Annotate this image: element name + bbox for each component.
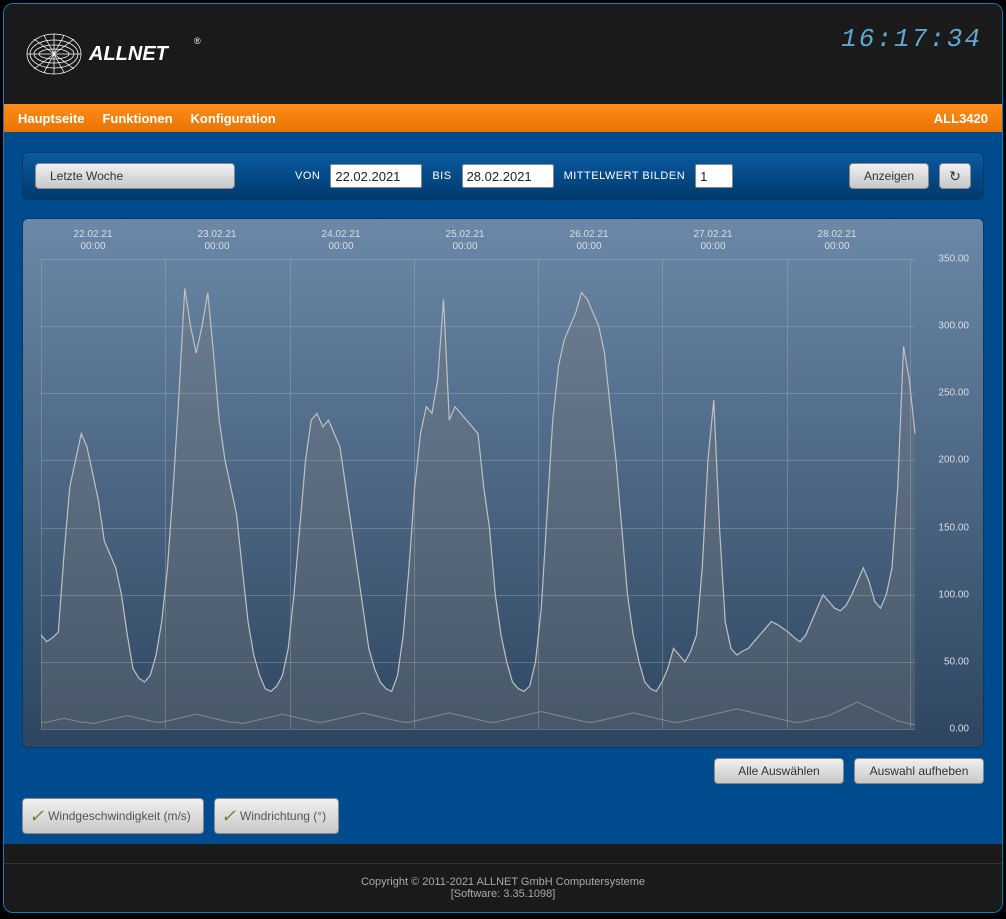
- nav-hauptseite[interactable]: Hauptseite: [18, 111, 84, 126]
- footer: Copyright © 2011-2021 ALLNET GmbH Comput…: [4, 863, 1002, 912]
- x-axis-label: 27.02.2100:00: [651, 229, 775, 259]
- y-axis-label: 350.00: [938, 254, 969, 265]
- from-label: VON: [295, 170, 320, 182]
- show-button[interactable]: Anzeigen: [849, 163, 929, 189]
- y-axis-label: 150.00: [938, 522, 969, 533]
- nav-funktionen[interactable]: Funktionen: [102, 111, 172, 126]
- brand-text: ALLNET: [88, 43, 170, 65]
- average-label: MITTELWERT BILDEN: [564, 170, 686, 182]
- x-axis-label: 28.02.2100:00: [775, 229, 899, 259]
- average-input[interactable]: [695, 164, 733, 188]
- navbar: Hauptseite Funktionen Konfiguration ALL3…: [4, 104, 1002, 132]
- y-axis-label: 0.00: [950, 724, 969, 735]
- selection-row: Alle Auswählen Auswahl aufheben: [22, 758, 984, 784]
- chart-plot-area: 0.0050.00100.00150.00200.00250.00300.003…: [41, 259, 915, 729]
- select-all-button[interactable]: Alle Auswählen: [714, 758, 844, 784]
- legend-label: Windrichtung (°): [240, 809, 326, 823]
- chart-svg: [41, 259, 915, 729]
- x-axis-label: 25.02.2100:00: [403, 229, 527, 259]
- x-axis-label: 24.02.2100:00: [279, 229, 403, 259]
- nav-konfiguration[interactable]: Konfiguration: [191, 111, 276, 126]
- check-icon: ✓: [29, 806, 44, 827]
- y-axis-label: 100.00: [938, 589, 969, 600]
- legend-item-winddir[interactable]: ✓ Windrichtung (°): [214, 798, 339, 834]
- refresh-icon: ↻: [949, 168, 961, 185]
- x-axis-label: 26.02.2100:00: [527, 229, 651, 259]
- x-axis-label: 23.02.2100:00: [155, 229, 279, 259]
- x-axis-label: 22.02.2100:00: [31, 229, 155, 259]
- from-date-input[interactable]: [330, 164, 422, 188]
- clock: 16:17:34: [841, 24, 982, 54]
- to-date-input[interactable]: [462, 164, 554, 188]
- period-select[interactable]: Letzte Woche: [35, 163, 235, 189]
- y-axis-label: 200.00: [938, 455, 969, 466]
- brand-logo: ALLNET ®: [24, 19, 204, 89]
- refresh-button[interactable]: ↻: [939, 163, 971, 189]
- to-label: BIS: [432, 170, 451, 182]
- y-axis-label: 300.00: [938, 321, 969, 332]
- deselect-all-button[interactable]: Auswahl aufheben: [854, 758, 984, 784]
- app-frame: ALLNET ® 16:17:34 Hauptseite Funktionen …: [3, 3, 1003, 913]
- header: ALLNET ® 16:17:34: [4, 4, 1002, 104]
- legend-item-windspeed[interactable]: ✓ Windgeschwindigkeit (m/s): [22, 798, 204, 834]
- footer-copyright: Copyright © 2011-2021 ALLNET GmbH Comput…: [4, 876, 1002, 888]
- content: Letzte Woche VON BIS MITTELWERT BILDEN A…: [4, 132, 1002, 844]
- svg-text:®: ®: [194, 36, 201, 46]
- legend-label: Windgeschwindigkeit (m/s): [48, 809, 191, 823]
- legend-row: ✓ Windgeschwindigkeit (m/s) ✓ Windrichtu…: [22, 798, 984, 834]
- device-model: ALL3420: [934, 111, 988, 126]
- footer-software: [Software: 3.35.1098]: [4, 888, 1002, 900]
- chart-x-axis-labels: 22.02.2100:0023.02.2100:0024.02.2100:002…: [31, 229, 975, 259]
- check-icon: ✓: [221, 806, 236, 827]
- y-axis-label: 50.00: [944, 656, 969, 667]
- y-axis-label: 250.00: [938, 388, 969, 399]
- controls-bar: Letzte Woche VON BIS MITTELWERT BILDEN A…: [22, 152, 984, 200]
- chart-panel: 22.02.2100:0023.02.2100:0024.02.2100:002…: [22, 218, 984, 748]
